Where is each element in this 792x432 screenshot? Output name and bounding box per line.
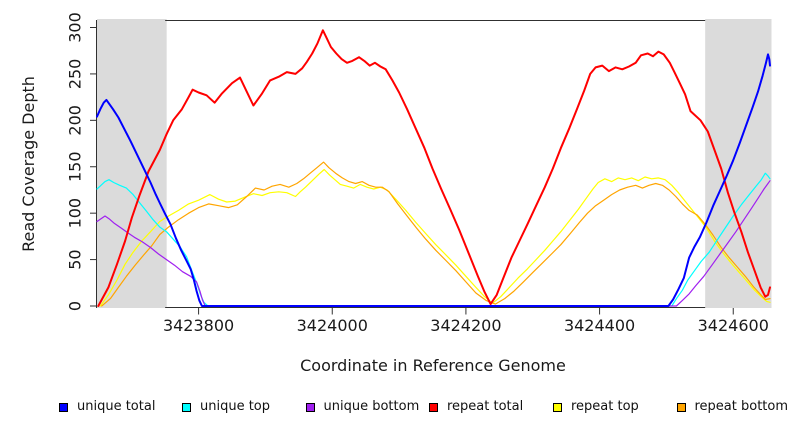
y-tick-label: 200 [66, 105, 85, 136]
axes-layer: 3423800 3424000 3424200 3424400 3424600 0 50 10… [66, 12, 769, 335]
series-line-repeat-bottom [101, 161, 771, 307]
x-tick-label: 3423800 [163, 316, 234, 335]
y-tick-label: 250 [66, 59, 85, 90]
shaded-region [97, 19, 167, 308]
x-tick-label: 3424400 [564, 316, 635, 335]
shaded-band-layer [97, 19, 772, 308]
x-tick-label: 3424600 [698, 316, 769, 335]
y-tick-label: 50 [66, 249, 85, 269]
y-tick-label: 0 [66, 301, 85, 311]
series-line-repeat-top [99, 168, 771, 307]
series-line-unique-total [96, 53, 771, 307]
y-tick-label: 100 [66, 198, 85, 229]
x-tick-label: 3424200 [430, 316, 501, 335]
shaded-region [705, 19, 772, 308]
y-axis-title: Read Coverage Depth [19, 76, 38, 252]
series-line-unique-bottom [96, 180, 771, 307]
y-tick-label: 150 [66, 151, 85, 182]
series-lines-layer [96, 29, 771, 307]
series-line-repeat-total [97, 29, 771, 307]
y-tick-label: 300 [66, 12, 85, 43]
x-tick-label: 3424000 [297, 316, 368, 335]
x-axis-title: Coordinate in Reference Genome [300, 356, 566, 375]
